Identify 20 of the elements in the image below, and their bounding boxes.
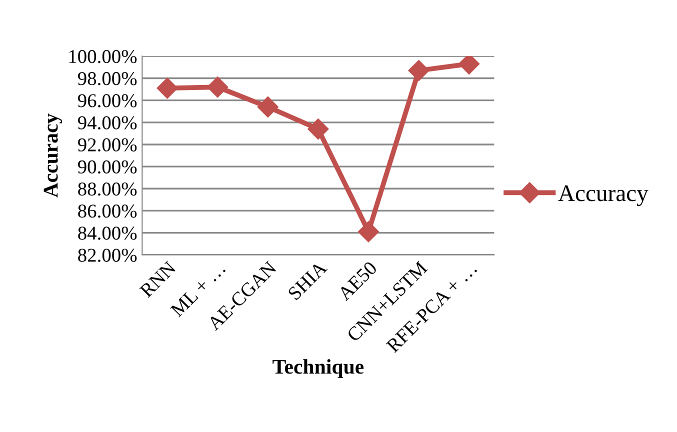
y-tick-label: 84.00% bbox=[78, 226, 137, 240]
point bbox=[156, 78, 178, 99]
y-tick-label: 86.00% bbox=[78, 204, 137, 218]
y-tick-label: 94.00% bbox=[78, 116, 137, 130]
legend-label: Accuracy bbox=[558, 185, 648, 206]
point bbox=[207, 76, 228, 98]
y-tick-label: 92.00% bbox=[78, 138, 137, 152]
y-tick-label: 96.00% bbox=[78, 94, 137, 108]
y-axis-title: Accuracy bbox=[44, 114, 62, 198]
point bbox=[458, 56, 480, 74]
point bbox=[308, 118, 329, 140]
y-tick-label: 100.00% bbox=[69, 50, 137, 64]
point bbox=[257, 96, 278, 118]
y-tick-label: 98.00% bbox=[78, 72, 137, 86]
y-tick-label: 88.00% bbox=[78, 182, 137, 196]
y-tick-label: 82.00% bbox=[78, 248, 137, 262]
x-axis-title: Technique bbox=[272, 359, 364, 378]
y-tick-label: 90.00% bbox=[78, 160, 137, 174]
point bbox=[408, 60, 430, 82]
point bbox=[358, 221, 379, 242]
